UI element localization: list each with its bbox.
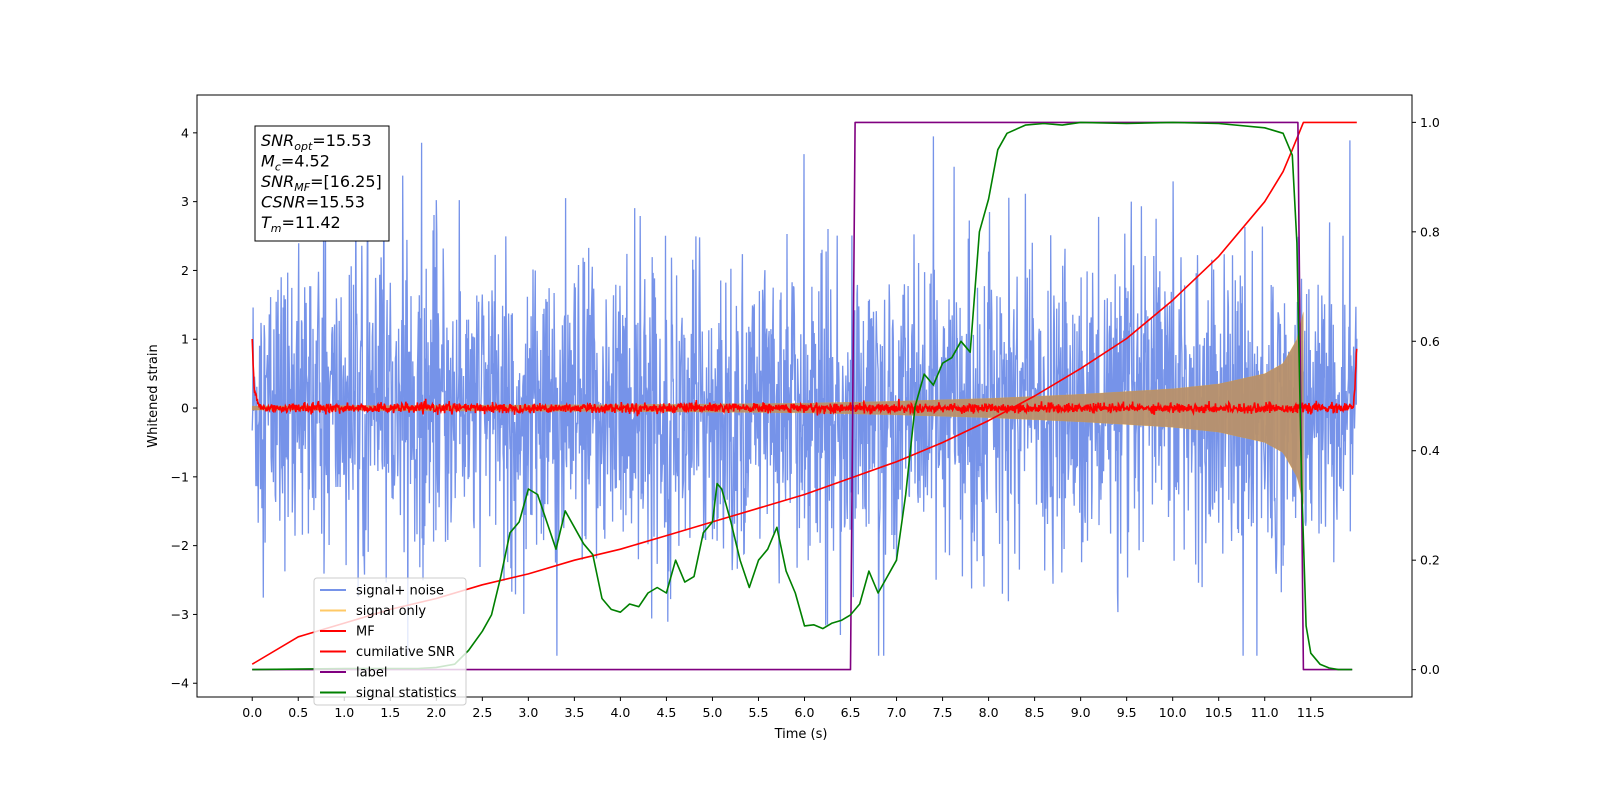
x-tick-label: 5.0: [703, 705, 723, 720]
x-tick-label: 7.5: [933, 705, 953, 720]
y-axis-label: Whitened strain: [146, 344, 161, 447]
x-tick-label: 10.5: [1205, 705, 1233, 720]
x-tick-label: 8.0: [979, 705, 999, 720]
legend-item: cumilative SNR: [320, 645, 455, 660]
x-tick-label: 6.0: [795, 705, 815, 720]
x-tick-label: 2.0: [426, 705, 446, 720]
legend-label: signal statistics: [356, 686, 457, 701]
y-tick-label: 2: [181, 263, 189, 278]
x-tick-label: 6.5: [841, 705, 861, 720]
y-tick-label: −3: [171, 607, 189, 622]
y-tick-label: 0: [181, 401, 189, 416]
x-axis: 0.0 0.5 1.0 1.5 2.0 2.5 3.0 3.5 4.0 4.5 5.0 5.5 6.0 6…: [242, 697, 1325, 720]
x-tick-label: 3.5: [564, 705, 584, 720]
y-tick-label: 3: [181, 194, 189, 209]
y-axis-left: −4 −3 −2 −1 0 1 2 3 4: [171, 125, 197, 691]
x-tick-label: 0.0: [242, 705, 262, 720]
y-tick-label: 4: [181, 125, 189, 140]
y-tick-label: −2: [171, 538, 189, 553]
y-tick-label: −1: [171, 469, 189, 484]
annotation-line: SNRopt=15.53: [261, 131, 372, 153]
legend-label: MF: [356, 625, 375, 640]
legend-item: MF: [320, 625, 375, 640]
legend-item: label: [320, 666, 387, 681]
annotation-line: Mc=4.52: [261, 152, 330, 174]
x-tick-label: 9.5: [1117, 705, 1137, 720]
x-tick-label: 4.0: [610, 705, 630, 720]
annotation-line: Tm=11.42: [261, 213, 341, 235]
legend-item: signal+ noise: [320, 584, 444, 599]
y-tick-label: −4: [171, 676, 189, 691]
y2-tick-label: 0.0: [1420, 662, 1440, 677]
legend-label: cumilative SNR: [356, 645, 455, 660]
y2-tick-label: 0.4: [1420, 443, 1440, 458]
x-tick-label: 1.0: [334, 705, 354, 720]
x-tick-label: 0.5: [288, 705, 308, 720]
x-tick-label: 5.5: [749, 705, 769, 720]
x-tick-label: 11.0: [1251, 705, 1279, 720]
y2-tick-label: 1.0: [1420, 115, 1440, 130]
x-tick-label: 2.5: [472, 705, 492, 720]
legend-item: signal statistics: [320, 686, 457, 701]
x-tick-label: 1.5: [380, 705, 400, 720]
y-axis-right: 0.0 0.2 0.4 0.6 0.8 1.0: [1412, 115, 1440, 677]
y2-tick-label: 0.6: [1420, 334, 1440, 349]
legend-label: signal+ noise: [356, 584, 444, 599]
y2-tick-label: 0.8: [1420, 224, 1440, 239]
x-axis-label: Time (s): [774, 727, 828, 742]
y2-tick-label: 0.2: [1420, 553, 1440, 568]
x-tick-label: 9.0: [1071, 705, 1091, 720]
legend-label: signal only: [356, 604, 426, 619]
annotation-line: CSNR=15.53: [261, 193, 365, 212]
annotation-box: SNRopt=15.53Mc=4.52SNRMF=[16.25]CSNR=15.…: [254, 125, 390, 242]
x-tick-label: 11.5: [1297, 705, 1325, 720]
legend-item: signal only: [320, 604, 426, 619]
y-tick-label: 1: [181, 332, 189, 347]
annotation-line: SNRMF=[16.25]: [261, 172, 382, 194]
x-tick-label: 7.0: [887, 705, 907, 720]
x-tick-label: 4.5: [656, 705, 676, 720]
x-tick-label: 8.5: [1025, 705, 1045, 720]
x-tick-label: 10.0: [1159, 705, 1187, 720]
series-signal-statistics: [252, 121, 1353, 671]
series-mf: [251, 338, 1358, 417]
legend-label: label: [356, 666, 387, 681]
x-tick-label: 3.0: [518, 705, 538, 720]
legend: signal+ noise signal only MF cumilative SNR…: [313, 577, 467, 706]
